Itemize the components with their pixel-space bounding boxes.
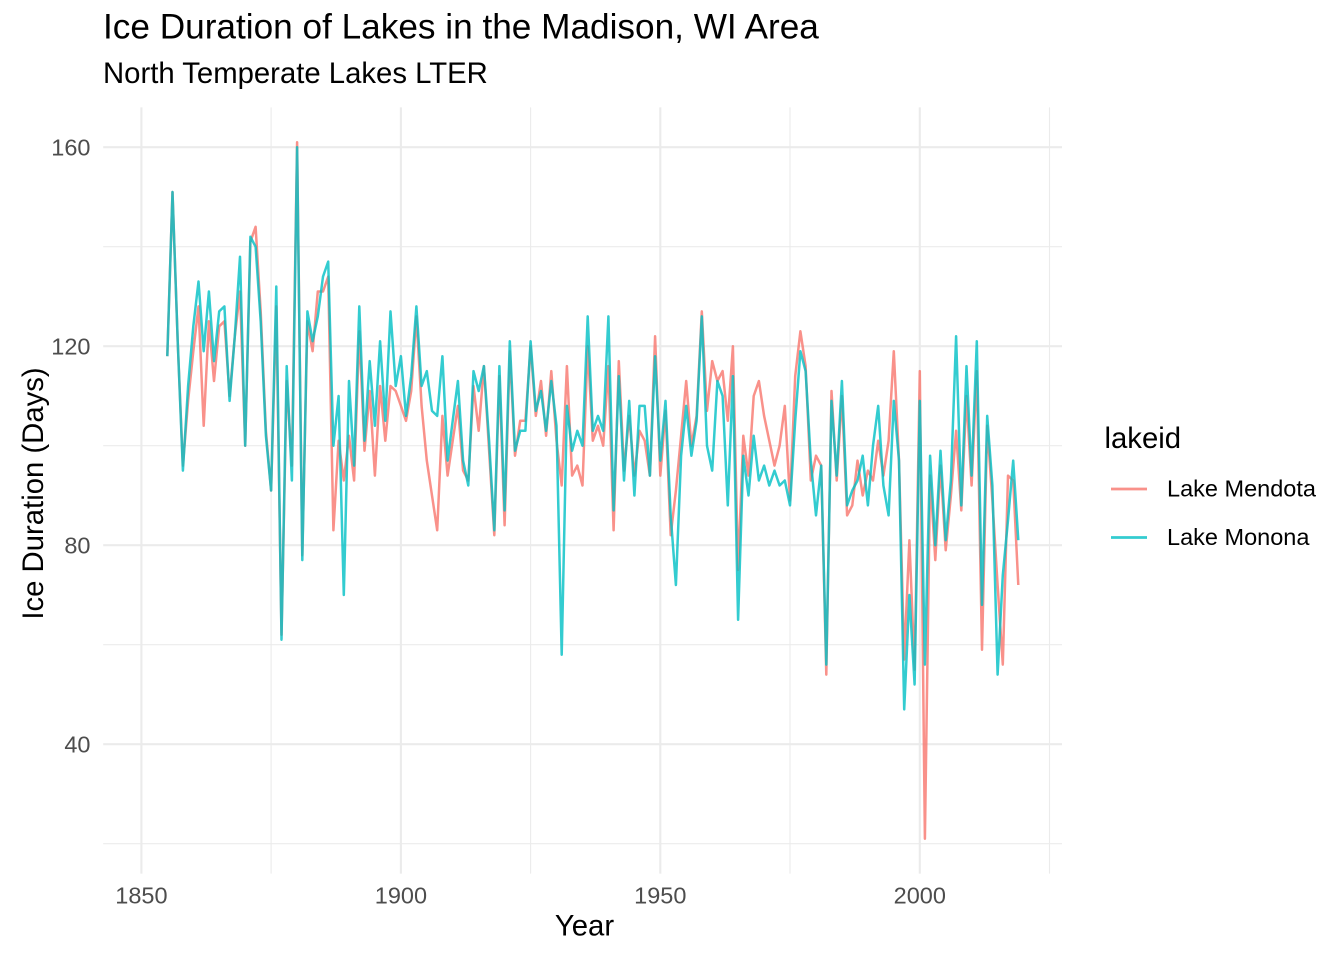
svg-text:Ice Duration (Days): Ice Duration (Days) <box>17 367 50 619</box>
svg-text:Year: Year <box>555 910 614 943</box>
svg-text:120: 120 <box>51 334 90 360</box>
svg-text:Ice Duration of Lakes in the M: Ice Duration of Lakes in the Madison, WI… <box>103 8 819 47</box>
svg-text:160: 160 <box>51 135 90 161</box>
svg-text:Lake Mendota: Lake Mendota <box>1167 476 1317 502</box>
svg-text:North Temperate Lakes LTER: North Temperate Lakes LTER <box>103 57 488 90</box>
svg-text:40: 40 <box>64 732 90 758</box>
svg-text:1950: 1950 <box>634 883 686 909</box>
svg-text:80: 80 <box>64 533 90 559</box>
svg-text:Lake Monona: Lake Monona <box>1167 524 1310 550</box>
svg-text:lakeid: lakeid <box>1105 422 1182 455</box>
svg-text:1900: 1900 <box>375 883 427 909</box>
svg-text:1850: 1850 <box>115 883 167 909</box>
svg-text:2000: 2000 <box>894 883 946 909</box>
